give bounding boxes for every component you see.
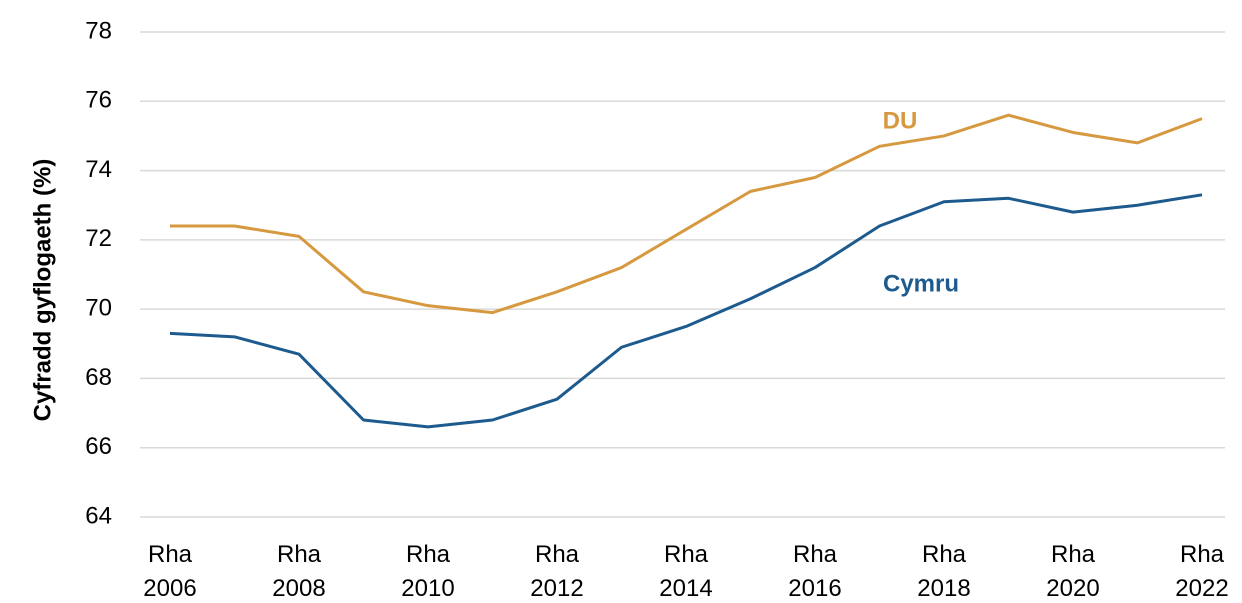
line-series <box>170 113 1203 315</box>
series-label: Cymru <box>883 270 959 297</box>
y-axis-label: Cyfradd gyflogaeth (%) <box>29 159 56 422</box>
x-tick-label: Rha 2006 <box>143 541 196 602</box>
x-tick-label: Rha 2012 <box>530 541 583 602</box>
y-tick-label: 70 <box>85 294 112 321</box>
x-tick-label: Rha 2020 <box>1046 541 1099 602</box>
x-tick-label: Rha 2022 <box>1175 541 1228 602</box>
line-series <box>169 193 1203 429</box>
y-tick-label: 74 <box>85 156 112 183</box>
y-tick-label: 66 <box>85 433 112 460</box>
x-tick-label: Rha 2018 <box>917 541 970 602</box>
x-tick-label: Rha 2016 <box>788 541 841 602</box>
y-tick-label: 72 <box>85 225 112 252</box>
x-tick-label: Rha 2010 <box>401 541 454 602</box>
x-tick-label: Rha 2014 <box>659 541 712 602</box>
series-label: DU <box>883 107 918 134</box>
y-tick-label: 64 <box>85 502 112 529</box>
x-tick-label: Rha 2008 <box>272 541 325 602</box>
y-tick-label: 78 <box>85 17 112 44</box>
y-tick-label: 76 <box>85 87 112 114</box>
y-tick-label: 68 <box>85 364 112 391</box>
